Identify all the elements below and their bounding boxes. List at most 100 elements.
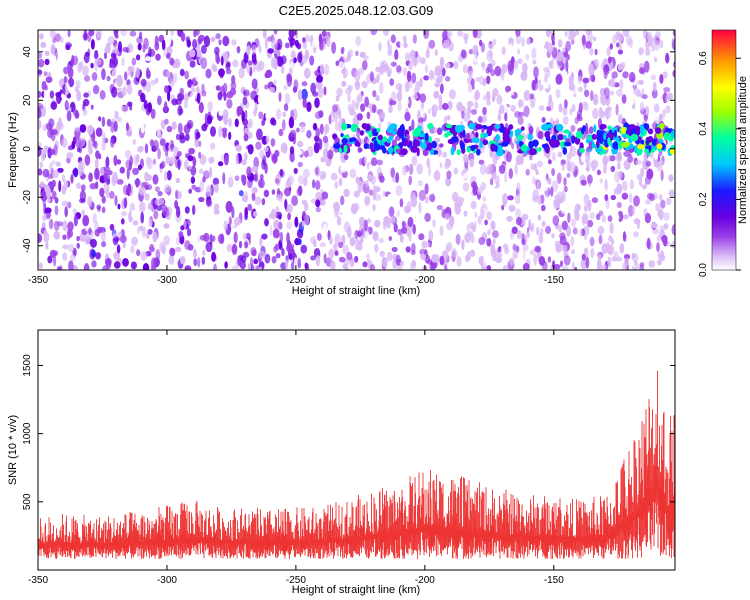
heatmap-cell xyxy=(108,63,115,69)
heatmap-cell xyxy=(147,102,152,113)
heatmap-cell xyxy=(440,83,444,94)
heatmap-cell xyxy=(265,110,271,121)
heatmap-band-cell xyxy=(494,145,498,153)
heatmap-cell xyxy=(315,191,322,201)
heatmap-cell xyxy=(522,262,530,270)
heatmap-cell xyxy=(244,89,250,97)
heatmap-cell xyxy=(83,263,90,270)
heatmap-cell xyxy=(543,79,550,89)
heatmap-cell xyxy=(93,140,98,150)
heatmap-band-cell xyxy=(621,133,626,138)
heatmap-cell xyxy=(57,221,64,227)
heatmap-cell xyxy=(441,157,446,166)
heatmap-cell xyxy=(409,49,416,58)
heatmap-cell xyxy=(264,37,268,50)
heatmap-cell xyxy=(628,193,633,204)
heatmap-cell xyxy=(140,251,148,261)
heatmap-cell xyxy=(659,194,663,201)
heatmap-cell xyxy=(354,70,361,82)
heatmap-cell xyxy=(475,76,481,82)
heatmap-cell xyxy=(198,151,202,159)
heatmap-cell xyxy=(271,189,276,195)
heatmap-cell xyxy=(274,178,280,184)
heatmap-cell xyxy=(254,171,259,183)
heatmap-cell xyxy=(515,208,521,219)
heatmap-cell xyxy=(641,88,645,94)
heatmap-cell xyxy=(88,172,93,182)
heatmap-cell xyxy=(224,261,228,269)
heatmap-cell xyxy=(91,249,96,258)
heatmap-cell xyxy=(138,201,146,213)
heatmap-cell xyxy=(230,81,237,90)
heatmap-cell xyxy=(394,49,399,61)
heatmap-band-cell xyxy=(514,131,519,137)
heatmap-cell xyxy=(101,116,106,128)
heatmap-cell xyxy=(566,172,571,179)
heatmap-cell xyxy=(49,30,56,39)
heatmap-cell xyxy=(413,87,418,96)
heatmap-band-cell xyxy=(669,148,675,155)
heatmap-cell xyxy=(175,189,179,200)
heatmap-cell xyxy=(511,142,515,150)
heatmap-cell xyxy=(369,236,373,245)
heatmap-cell xyxy=(628,204,634,217)
heatmap-band-cell xyxy=(465,132,471,140)
heatmap-cell xyxy=(63,66,69,75)
heatmap-cell xyxy=(414,266,420,270)
heatmap-cell xyxy=(632,253,639,263)
heatmap-cell xyxy=(282,111,287,118)
heatmap-cell xyxy=(622,71,629,79)
heatmap-cell xyxy=(49,90,55,99)
heatmap-cell xyxy=(444,158,452,168)
heatmap-cell xyxy=(482,196,487,202)
heatmap-cell xyxy=(486,211,492,221)
heatmap-cell xyxy=(289,129,297,138)
heatmap-cell xyxy=(257,93,264,105)
heatmap-cell xyxy=(61,174,66,183)
heatmap-cell xyxy=(559,260,564,267)
heatmap-cell xyxy=(407,96,412,109)
heatmap-cell xyxy=(45,241,49,250)
heatmap-cell xyxy=(426,157,430,168)
heatmap-cell xyxy=(300,124,306,133)
heatmap-cell xyxy=(418,201,422,214)
heatmap-cell xyxy=(229,87,237,96)
heatmap-cell xyxy=(67,201,72,209)
heatmap-cell xyxy=(461,110,465,119)
heatmap-cell xyxy=(517,116,524,125)
heatmap-cell xyxy=(616,183,623,195)
heatmap-cell xyxy=(609,155,616,162)
heatmap-cell xyxy=(608,56,612,64)
heatmap-cell xyxy=(361,80,368,89)
heatmap-cell xyxy=(90,238,97,248)
heatmap-cell xyxy=(468,70,473,81)
heatmap-cell xyxy=(101,195,106,204)
heatmap-cell xyxy=(227,176,234,188)
heatmap-band-cell xyxy=(593,124,597,133)
heatmap-cell xyxy=(613,212,620,222)
heatmap-cell xyxy=(333,243,338,251)
heatmap-cell xyxy=(250,209,254,217)
heatmap-cell xyxy=(216,215,220,227)
heatmap-cell xyxy=(43,203,47,215)
heatmap-cell xyxy=(38,103,44,110)
heatmap-cell xyxy=(117,231,123,237)
heatmap-cell xyxy=(592,36,597,42)
heatmap-cell xyxy=(128,66,135,72)
heatmap-cell xyxy=(376,159,383,166)
heatmap-cell xyxy=(372,231,379,242)
heatmap-cell xyxy=(114,110,119,119)
heatmap-cell xyxy=(316,74,323,83)
heatmap-cell xyxy=(154,35,159,47)
heatmap-cell xyxy=(391,139,397,147)
heatmap-band-cell xyxy=(529,148,537,156)
heatmap-cell xyxy=(259,149,265,159)
heatmap-band-cell xyxy=(399,124,405,133)
heatmap-cell xyxy=(447,100,453,111)
heatmap-cell xyxy=(589,160,596,169)
heatmap-cell xyxy=(645,160,652,167)
heatmap-cell xyxy=(244,109,248,120)
heatmap-cell xyxy=(463,153,468,163)
heatmap-cell xyxy=(411,155,418,166)
heatmap-cell xyxy=(546,42,554,54)
